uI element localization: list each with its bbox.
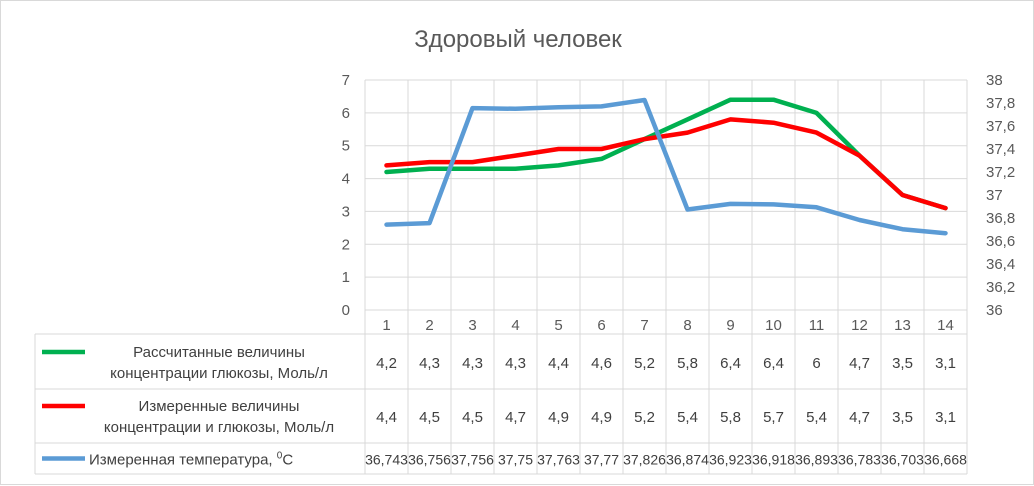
table-cell: 37,826 <box>623 452 666 468</box>
table-cell: 5,8 <box>677 355 698 372</box>
category-label: 1 <box>382 317 390 334</box>
category-label: 2 <box>425 317 433 334</box>
table-cell: 3,5 <box>892 355 913 372</box>
table-cell: 4,3 <box>462 355 483 372</box>
right-tick-label: 37,8 <box>986 95 1015 112</box>
table-cell: 36,703 <box>881 452 924 468</box>
right-tick-label: 37,2 <box>986 164 1015 181</box>
series-lines <box>384 97 948 236</box>
legend-label-line2: концентрации глюкозы, Моль/л <box>110 365 328 382</box>
table-cell: 6,4 <box>720 355 741 372</box>
table-cell: 37,75 <box>498 452 533 468</box>
table-cell: 36,874 <box>666 452 709 468</box>
left-tick-label: 6 <box>342 105 350 122</box>
table-cell: 3,1 <box>935 355 956 372</box>
chart-title: Здоровый человек <box>414 26 622 53</box>
series-line-3 <box>384 97 948 236</box>
table-cell: 4,3 <box>505 355 526 372</box>
table-cell: 4,7 <box>849 355 870 372</box>
category-label: 12 <box>851 317 868 334</box>
table-cell: 5,2 <box>634 409 655 426</box>
left-tick-label: 4 <box>342 171 350 188</box>
table-cell: 36,918 <box>752 452 795 468</box>
table-cell: 4,4 <box>376 409 397 426</box>
table-cell: 4,6 <box>591 355 612 372</box>
category-label: 11 <box>809 317 825 334</box>
table-cell: 4,2 <box>376 355 397 372</box>
left-tick-label: 0 <box>342 302 350 319</box>
table-cell: 5,4 <box>677 409 698 426</box>
right-tick-label: 36,8 <box>986 210 1015 227</box>
category-label: 8 <box>683 317 691 334</box>
right-axis-ticks: 36 36,2 36,4 36,6 36,8 37 37,2 37,4 37,6 37,8 38 <box>986 72 1015 319</box>
legend-label: Измеренная температура, 0С <box>89 451 293 469</box>
series-line-2 <box>384 117 948 211</box>
right-tick-label: 38 <box>986 72 1003 89</box>
grid-lines <box>364 79 968 474</box>
table-cell: 3,5 <box>892 409 913 426</box>
right-tick-label: 37,4 <box>986 141 1015 158</box>
legend-label-line2: концентрации и глюкозы, Моль/л <box>104 419 334 436</box>
table-cell: 4,7 <box>505 409 526 426</box>
category-label: 6 <box>597 317 605 334</box>
table-cell: 36,756 <box>408 452 451 468</box>
table-cell: 36,783 <box>838 452 881 468</box>
table-cell: 36,743 <box>365 452 408 468</box>
legend-label-line1: Рассчитанные величины <box>133 344 305 361</box>
left-tick-label: 1 <box>342 269 350 286</box>
left-tick-label: 7 <box>342 72 350 89</box>
right-tick-label: 36,4 <box>986 256 1015 273</box>
legend-entries: Рассчитанные величины концентрации глюкоз… <box>42 344 334 469</box>
category-label: 7 <box>640 317 648 334</box>
table-cell: 6 <box>812 355 820 372</box>
right-tick-label: 36 <box>986 302 1003 319</box>
table-cell: 5,7 <box>763 409 784 426</box>
right-tick-label: 37 <box>986 187 1003 204</box>
legend-label-line1: Измеренные величины <box>139 398 300 415</box>
left-axis-ticks: 0 1 2 3 4 5 6 7 <box>342 72 350 319</box>
category-label: 5 <box>554 317 562 334</box>
table-cell: 4,5 <box>419 409 440 426</box>
right-tick-label: 36,2 <box>986 279 1015 296</box>
series-line-1 <box>384 97 948 211</box>
category-label: 3 <box>468 317 476 334</box>
table-cell: 36,893 <box>795 452 838 468</box>
table-cell: 3,1 <box>935 409 956 426</box>
table-cell: 5,8 <box>720 409 741 426</box>
table-cell: 5,2 <box>634 355 655 372</box>
category-label: 14 <box>937 317 954 334</box>
category-labels: 1 2 3 4 5 6 7 8 9 10 11 12 13 14 <box>382 317 954 334</box>
left-tick-label: 3 <box>342 203 350 220</box>
table-cell: 6,4 <box>763 355 784 372</box>
category-label: 9 <box>726 317 734 334</box>
category-label: 13 <box>894 317 911 334</box>
table-cell: 37,763 <box>537 452 580 468</box>
left-tick-label: 2 <box>342 236 350 253</box>
right-tick-label: 37,6 <box>986 118 1015 135</box>
data-table <box>34 333 967 475</box>
table-cell: 36,668 <box>924 452 967 468</box>
table-cell: 4,3 <box>419 355 440 372</box>
table-cells: 4,2 4,3 4,3 4,3 4,4 4,6 5,2 5,8 6,4 6,4 6 4,7 3,5 3,1… <box>365 355 967 468</box>
table-cell: 4,9 <box>591 409 612 426</box>
table-cell: 5,4 <box>806 409 827 426</box>
table-cell: 4,9 <box>548 409 569 426</box>
right-tick-label: 36,6 <box>986 233 1015 250</box>
category-label: 10 <box>765 317 782 334</box>
table-cell: 37,77 <box>584 452 619 468</box>
table-cell: 36,923 <box>709 452 752 468</box>
table-cell: 4,5 <box>462 409 483 426</box>
category-label: 4 <box>511 317 519 334</box>
table-cell: 37,756 <box>451 452 494 468</box>
table-cell: 4,7 <box>849 409 870 426</box>
table-cell: 4,4 <box>548 355 569 372</box>
left-tick-label: 5 <box>342 138 350 155</box>
